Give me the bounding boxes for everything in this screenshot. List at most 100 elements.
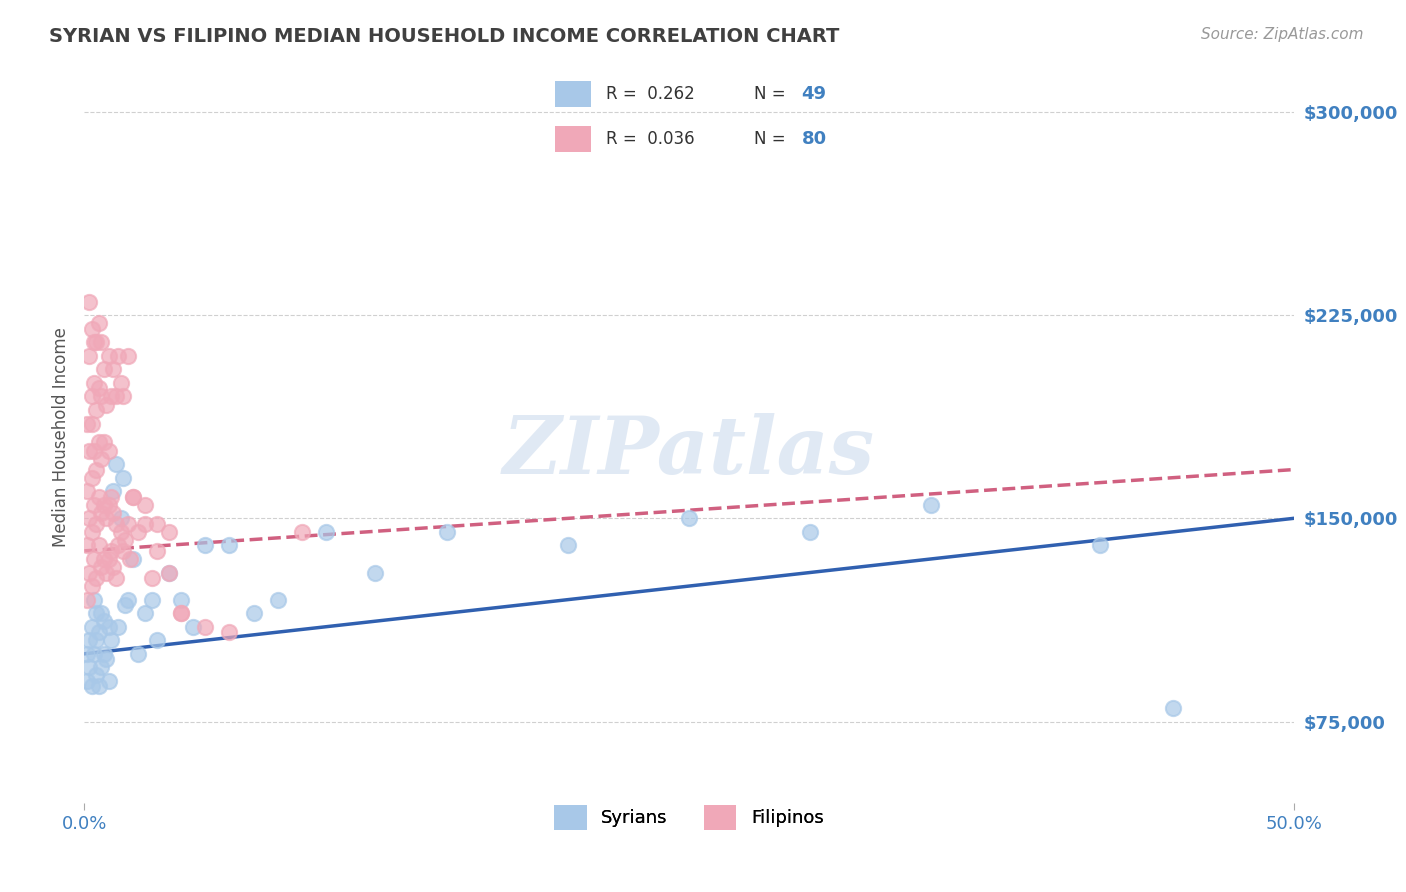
Point: [267, 592, 290, 607]
Point: [218, 625, 240, 640]
Point: [90, 451, 112, 466]
Point: [94, 566, 117, 580]
Point: [104, 389, 127, 403]
Point: [77, 443, 100, 458]
Point: [146, 516, 169, 531]
Point: [218, 538, 240, 552]
Point: [920, 498, 942, 512]
Point: [76, 647, 98, 661]
Point: [114, 598, 136, 612]
Point: [90, 389, 112, 403]
Point: [100, 544, 122, 558]
Point: [90, 560, 112, 574]
Point: [80, 679, 103, 693]
Point: [97, 349, 120, 363]
Point: [86, 335, 108, 350]
Point: [107, 620, 129, 634]
Point: [76, 592, 98, 607]
Point: [678, 511, 700, 525]
Point: [436, 524, 458, 539]
Point: [93, 435, 115, 450]
Point: [90, 660, 112, 674]
Point: [112, 389, 135, 403]
Point: [97, 673, 120, 688]
Point: [77, 294, 100, 309]
Point: [93, 615, 115, 629]
Point: [77, 660, 100, 674]
Point: [93, 552, 115, 566]
Point: [87, 381, 110, 395]
Point: [77, 566, 100, 580]
Point: [117, 592, 139, 607]
Legend: Syrians, Filipinos: Syrians, Filipinos: [547, 797, 831, 838]
Point: [80, 620, 103, 634]
Point: [86, 462, 108, 476]
Point: [87, 316, 110, 330]
Point: [1088, 538, 1111, 552]
Point: [315, 524, 337, 539]
Point: [97, 620, 120, 634]
Point: [170, 606, 193, 620]
Point: [86, 633, 108, 648]
Point: [146, 633, 169, 648]
Point: [83, 335, 105, 350]
Point: [77, 511, 100, 525]
Point: [363, 566, 385, 580]
Point: [134, 606, 156, 620]
Point: [146, 544, 169, 558]
Point: [121, 490, 143, 504]
Point: [799, 524, 821, 539]
Point: [94, 652, 117, 666]
Point: [97, 552, 120, 566]
Point: [76, 417, 98, 431]
Point: [83, 498, 105, 512]
Point: [157, 566, 180, 580]
Point: [120, 552, 142, 566]
Point: [104, 516, 127, 531]
Point: [141, 571, 163, 585]
Point: [157, 524, 180, 539]
Point: [83, 552, 105, 566]
Point: [181, 620, 204, 634]
Point: [170, 606, 193, 620]
Point: [76, 484, 98, 499]
Point: [83, 647, 105, 661]
Point: [80, 471, 103, 485]
Point: [100, 490, 122, 504]
Point: [1161, 701, 1184, 715]
Point: [93, 362, 115, 376]
Point: [557, 538, 579, 552]
Point: [117, 516, 139, 531]
Point: [83, 592, 105, 607]
Point: [121, 490, 143, 504]
Point: [103, 484, 125, 499]
Y-axis label: Median Household Income: Median Household Income: [52, 327, 70, 547]
Point: [94, 398, 117, 412]
Point: [103, 560, 125, 574]
Point: [291, 524, 314, 539]
Point: [87, 679, 110, 693]
Point: [87, 625, 110, 640]
Point: [107, 538, 129, 552]
Point: [107, 349, 129, 363]
Point: [77, 633, 100, 648]
Point: [117, 349, 139, 363]
Point: [90, 606, 112, 620]
Point: [110, 511, 132, 525]
Point: [112, 544, 135, 558]
Point: [114, 533, 136, 547]
Point: [86, 668, 108, 682]
Point: [83, 443, 105, 458]
Point: [94, 511, 117, 525]
Point: [194, 538, 217, 552]
Text: ZIPatlas: ZIPatlas: [503, 413, 875, 491]
Point: [170, 592, 193, 607]
Point: [76, 673, 98, 688]
Point: [80, 417, 103, 431]
Point: [103, 362, 125, 376]
Point: [127, 524, 149, 539]
Point: [77, 349, 100, 363]
Point: [90, 335, 112, 350]
Point: [86, 571, 108, 585]
Point: [97, 498, 120, 512]
